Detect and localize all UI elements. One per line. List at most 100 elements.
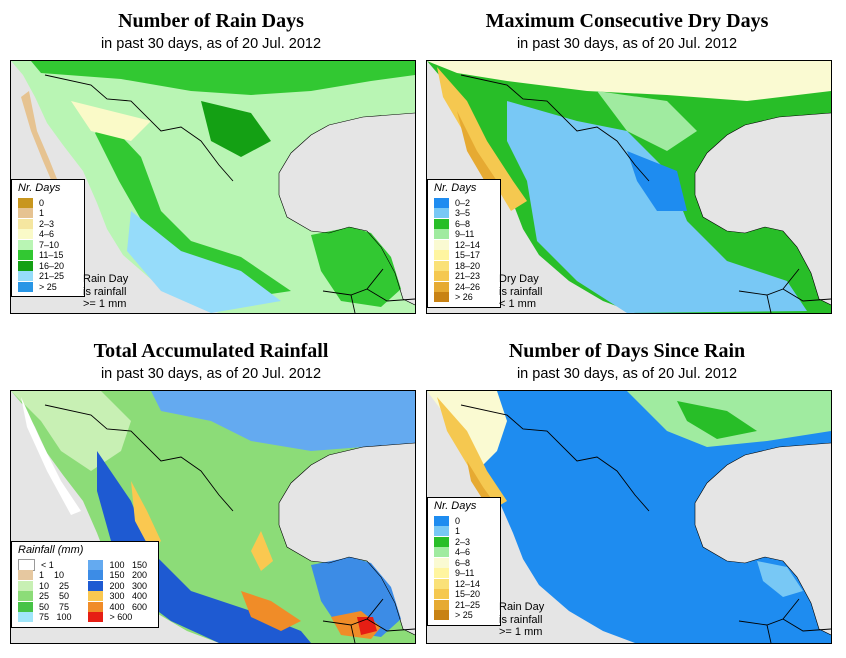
legend-label: 6–8 bbox=[455, 557, 471, 568]
legend-item: 300 400 bbox=[88, 591, 154, 602]
legend-label: > 600 bbox=[109, 612, 133, 622]
legend-label: 25 50 bbox=[39, 591, 70, 601]
land-mass bbox=[427, 61, 831, 313]
country-borders bbox=[460, 404, 831, 643]
legend-swatch bbox=[434, 260, 449, 271]
legend-item: 21–23 bbox=[434, 271, 496, 282]
legend-label: < 1 bbox=[41, 559, 54, 570]
panel-title: Maximum Consecutive Dry Days bbox=[485, 10, 769, 32]
legend-swatch bbox=[18, 558, 35, 571]
note-line: is rainfall bbox=[499, 285, 543, 298]
legend-item: 12–14 bbox=[434, 579, 496, 590]
legend-label: 4–6 bbox=[39, 229, 55, 239]
legend-swatch bbox=[18, 260, 33, 271]
legend-item: > 26 bbox=[434, 292, 496, 303]
legend-item: 0–2 bbox=[434, 198, 496, 209]
map-note: Dry Day is rainfall < 1 mm bbox=[499, 273, 542, 311]
legend-swatch bbox=[88, 612, 104, 623]
legend-item: 100 150 bbox=[88, 560, 154, 571]
legend-swatch bbox=[88, 570, 104, 581]
legend-label: 2–3 bbox=[39, 218, 55, 229]
legend-item: 2–3 bbox=[18, 219, 80, 230]
panel-subtitle: in past 30 days, as of 20 Jul. 2012 bbox=[100, 36, 322, 52]
legend-label: 15–20 bbox=[455, 589, 481, 599]
legend: Nr. Days 0 1 2–3 4–6 7–10 11–15 16–20 21–25 > 25 bbox=[11, 179, 85, 297]
legend-swatch bbox=[18, 239, 33, 250]
legend-label: 400 600 bbox=[109, 601, 148, 612]
legend-item: 150 200 bbox=[88, 570, 154, 581]
legend-swatch bbox=[434, 610, 449, 621]
legend-swatch bbox=[434, 547, 449, 558]
legend-swatch bbox=[434, 599, 449, 610]
legend-label: 0 bbox=[455, 515, 461, 526]
legend-items: 0 1 2–3 4–6 6–8 9–11 12–14 15–20 21–25 > 25 bbox=[434, 516, 496, 621]
legend-item: 9–11 bbox=[434, 229, 496, 240]
legend-item: > 25 bbox=[434, 610, 496, 621]
map-note: Rain Day is rainfall >= 1 mm bbox=[83, 273, 128, 311]
legend-item: 11–15 bbox=[18, 250, 80, 261]
legend-label: 12–14 bbox=[455, 239, 481, 250]
legend-item: 1 bbox=[18, 208, 80, 219]
legend-title: Nr. Days bbox=[434, 500, 477, 512]
legend-swatch bbox=[434, 229, 449, 240]
legend-swatch bbox=[88, 559, 104, 570]
note-line: is rainfall bbox=[499, 613, 543, 626]
legend-swatch bbox=[434, 578, 449, 589]
legend-item: 15–17 bbox=[434, 250, 496, 261]
note-line: Rain Day bbox=[499, 601, 545, 613]
note-line: >= 1 mm bbox=[83, 298, 127, 310]
legend-swatch bbox=[18, 612, 33, 623]
coastline bbox=[694, 442, 831, 636]
note-line: is rainfall bbox=[83, 285, 127, 298]
note-line: >= 1 mm bbox=[499, 626, 543, 638]
note-line: Rain Day bbox=[83, 273, 129, 285]
legend-item: < 1 bbox=[18, 558, 78, 571]
legend-item: > 25 bbox=[18, 282, 80, 293]
legend-label: 1 bbox=[455, 526, 461, 536]
legend-label: 24–26 bbox=[455, 281, 481, 292]
legend-items: 0 1 2–3 4–6 7–10 11–15 16–20 21–25 > 25 bbox=[18, 198, 80, 293]
legend-swatch bbox=[18, 271, 33, 282]
legend-item: 200 300 bbox=[88, 581, 154, 592]
legend-item: 2–3 bbox=[434, 537, 496, 548]
legend-item: 24–26 bbox=[434, 282, 496, 293]
legend-item: 12–14 bbox=[434, 240, 496, 251]
legend-title: Rainfall (mm) bbox=[18, 544, 84, 556]
legend-title: Nr. Days bbox=[434, 182, 477, 194]
country-borders bbox=[460, 74, 831, 313]
legend-item: 0 bbox=[434, 516, 496, 527]
legend-label: 3–5 bbox=[455, 208, 471, 218]
legend-label: 75 100 bbox=[39, 612, 72, 622]
legend-label: 100 150 bbox=[109, 559, 148, 570]
legend: Nr. Days 0–2 3–5 6–8 9–11 12–14 15–17 18–20 21–… bbox=[427, 179, 501, 308]
legend-label: > 25 bbox=[455, 610, 473, 620]
legend-item: 25 50 bbox=[18, 591, 78, 602]
map-days-since-rain: Nr. Days 0 1 2–3 4–6 6–8 9–11 12–14 15–20 21–25 >… bbox=[426, 390, 832, 644]
legend-label: > 26 bbox=[455, 292, 473, 302]
legend-swatch bbox=[18, 208, 33, 219]
panel-title: Number of Days Since Rain bbox=[508, 340, 746, 362]
legend-item: 1 10 bbox=[18, 570, 78, 581]
legend-label: 7–10 bbox=[39, 239, 60, 250]
legend-swatch bbox=[434, 239, 449, 250]
legend-swatch bbox=[434, 526, 449, 537]
legend-label: 21–25 bbox=[455, 599, 481, 610]
legend-label: 300 400 bbox=[109, 591, 148, 601]
legend-item: 1 bbox=[434, 526, 496, 537]
legend-label: 1 bbox=[39, 208, 45, 218]
legend-label: > 25 bbox=[39, 281, 57, 292]
legend-swatch bbox=[18, 250, 33, 261]
legend-item: 21–25 bbox=[434, 600, 496, 611]
legend-swatch bbox=[434, 589, 449, 600]
legend-swatch bbox=[18, 229, 33, 240]
legend-swatch bbox=[434, 281, 449, 292]
legend-label: 12–14 bbox=[455, 578, 481, 589]
legend-item: > 600 bbox=[88, 612, 154, 623]
legend-label: 16–20 bbox=[39, 260, 65, 271]
coastline bbox=[278, 442, 415, 636]
legend-item: 16–20 bbox=[18, 261, 80, 272]
legend-swatch bbox=[18, 580, 33, 591]
map-canvas bbox=[427, 391, 831, 643]
coastline bbox=[278, 112, 415, 306]
